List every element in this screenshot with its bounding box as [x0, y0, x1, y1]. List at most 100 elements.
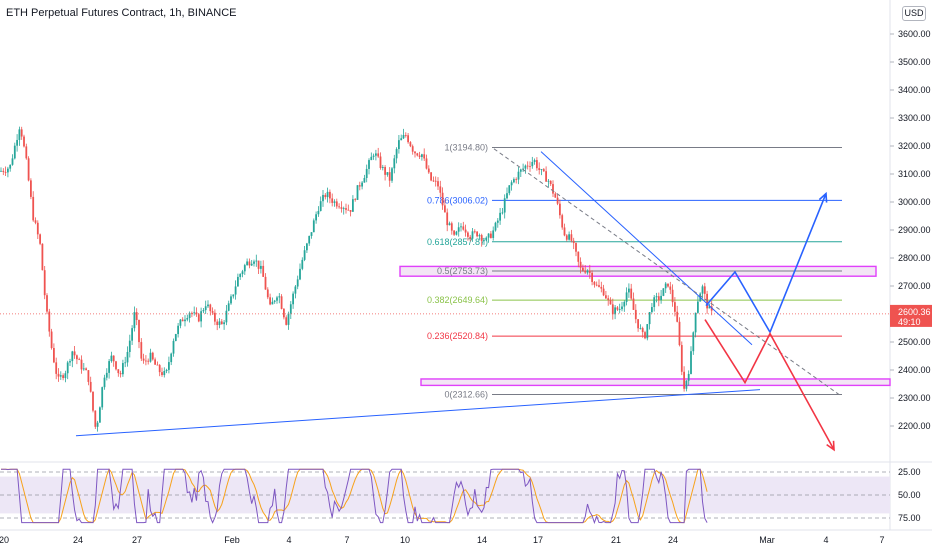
candle-body — [492, 230, 495, 238]
candle-body — [266, 289, 269, 298]
candle-body — [140, 342, 143, 359]
candle-body — [237, 276, 239, 287]
candle-body — [680, 345, 683, 372]
candle-body — [39, 234, 41, 244]
candle-body — [124, 362, 127, 364]
candle-body — [154, 359, 156, 365]
candle-body — [487, 233, 490, 238]
candle-body — [416, 153, 419, 156]
candle-body — [145, 360, 147, 362]
price-badge-value: 2600.36 — [898, 307, 931, 317]
rsi-level-label: 50.00 — [898, 490, 921, 500]
candle-body — [340, 207, 343, 209]
candle-body — [559, 203, 561, 216]
candle-body — [554, 193, 557, 198]
candle-body — [209, 304, 212, 312]
candle-body — [545, 171, 547, 182]
candle-body — [655, 296, 658, 298]
candle-body — [372, 155, 375, 157]
candle-body — [446, 212, 449, 226]
candle-body — [391, 168, 393, 181]
candle-body — [593, 281, 596, 285]
candle-body — [623, 301, 626, 307]
x-tick-label: 17 — [533, 535, 543, 545]
candle-body — [9, 164, 12, 169]
candle-body — [448, 223, 451, 226]
candle-body — [280, 296, 283, 309]
candle-body — [563, 227, 566, 236]
candle-body — [393, 158, 396, 169]
candle-body — [694, 312, 697, 333]
candle-body — [191, 312, 193, 314]
candle-body — [386, 172, 389, 175]
currency-button[interactable]: USD — [902, 6, 926, 21]
dashed-trendline — [493, 148, 841, 396]
candle-body — [126, 351, 129, 363]
candle-body — [607, 298, 610, 300]
candle-body — [177, 325, 179, 335]
bearish-arrowhead — [826, 440, 835, 452]
x-tick-label: 7 — [344, 535, 349, 545]
candle-body — [609, 299, 612, 305]
candle-body — [301, 259, 304, 269]
candle-body — [85, 368, 87, 371]
candle-body — [552, 184, 554, 194]
candle-body — [151, 352, 154, 360]
candle-body — [7, 168, 9, 173]
y-tick-label: 3000.00 — [898, 197, 931, 207]
candle-body — [471, 231, 474, 239]
candle-body — [16, 139, 18, 146]
candle-body — [395, 149, 398, 159]
candle-body — [149, 352, 152, 362]
y-tick-label: 3600.00 — [898, 29, 931, 39]
y-tick-label: 2200.00 — [898, 421, 931, 431]
candle-body — [142, 358, 145, 361]
axes: 2200.002300.002400.002500.002600.002700.… — [0, 29, 932, 545]
candle-body — [625, 292, 628, 302]
candle-body — [674, 302, 676, 312]
rsi-moving-average — [1, 468, 708, 524]
candle-body — [584, 270, 587, 273]
candle-body — [101, 387, 104, 408]
candle-body — [69, 361, 71, 363]
candle-body — [306, 243, 308, 251]
candle-body — [414, 151, 416, 154]
candle-body — [345, 208, 347, 210]
x-tick-label: 21 — [611, 535, 621, 545]
candle-body — [55, 362, 58, 374]
candle-body — [641, 328, 644, 333]
candle-body — [278, 296, 281, 298]
candle-body — [370, 156, 373, 161]
candle-body — [335, 201, 338, 207]
x-tick-label: Mar — [759, 535, 775, 545]
candle-body — [220, 321, 223, 325]
candle-body — [115, 361, 117, 370]
candle-body — [494, 222, 497, 231]
candle-body — [156, 364, 159, 366]
candle-body — [365, 168, 368, 178]
y-tick-label: 2400.00 — [898, 365, 931, 375]
candle-body — [621, 306, 623, 310]
candle-body — [89, 381, 92, 392]
candle-body — [255, 260, 258, 262]
candle-body — [616, 307, 619, 310]
candle-body — [197, 314, 200, 322]
candle-body — [193, 312, 196, 314]
candle-body — [377, 153, 380, 157]
candle-body — [119, 373, 122, 375]
candle-body — [147, 360, 150, 362]
candle-body — [246, 261, 248, 266]
candle-body — [439, 186, 442, 193]
candle-body — [483, 240, 485, 242]
x-tick-label: 14 — [477, 535, 487, 545]
candle-body — [687, 373, 690, 381]
candle-body — [20, 129, 23, 137]
y-tick-label: 2800.00 — [898, 253, 931, 263]
candle-body — [519, 169, 522, 172]
candle-body — [676, 311, 679, 322]
candle-body — [690, 351, 692, 374]
candle-body — [473, 231, 476, 233]
y-tick-label: 3400.00 — [898, 85, 931, 95]
candle-body — [591, 272, 593, 282]
